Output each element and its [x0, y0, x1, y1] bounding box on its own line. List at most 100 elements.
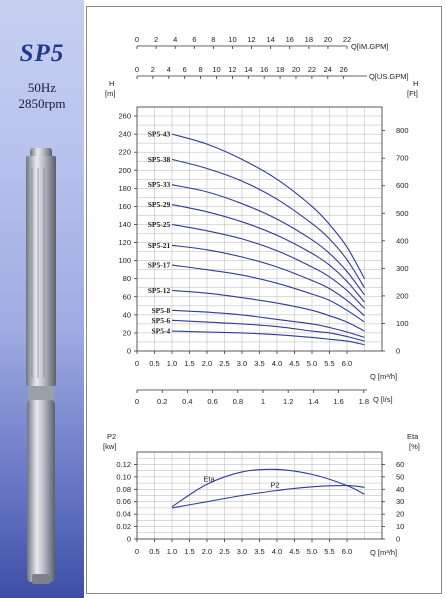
eta-unit: [%] [409, 442, 420, 451]
flow-tick-label: 0 [135, 359, 139, 368]
flow-ls-tick-label: 1.8 [359, 397, 369, 406]
curve-label: SP5-21 [148, 241, 171, 250]
head-ft-tick-label: 300 [396, 264, 409, 273]
head-ft-tick-label: 400 [396, 236, 409, 245]
head-ft-tick-label: 700 [396, 154, 409, 163]
power-flow-axis-label: Q [m³/h] [370, 548, 397, 557]
head-m-tick-label: 120 [118, 238, 131, 247]
head-curve-sp5-29 [171, 204, 365, 303]
speed-label: 2850rpm [18, 96, 66, 111]
flow-tick-label: 0.5 [149, 547, 159, 556]
curve-label: SP5-17 [148, 261, 171, 270]
head-curve-sp5-43 [171, 133, 365, 279]
head-ft-axis-label: H [Ft] [407, 79, 421, 98]
gpm-tick-label: 14 [266, 35, 274, 44]
pump-image [26, 148, 56, 584]
frequency-label: 50Hz [27, 80, 57, 95]
eta-tick-label: 40 [396, 485, 404, 494]
power-grid [137, 452, 382, 539]
gpm-tick-label: 8 [211, 35, 215, 44]
head-m-tick-label: 20 [123, 328, 131, 337]
head-ft-tick-label: 100 [396, 319, 409, 328]
head-ft-tick-label: 200 [396, 291, 409, 300]
gpm-tick-label: 10 [212, 65, 220, 74]
eta-letter: Eta [407, 432, 419, 441]
head-m-tick-label: 40 [123, 310, 131, 319]
gpm-tick-label: 22 [308, 65, 316, 74]
eta-tick-label: 50 [396, 472, 404, 481]
series-label: Eta [203, 474, 215, 483]
head-curve-sp5-21 [171, 244, 365, 317]
head-curves: SP5-43 SP5-38 SP5-33 SP5-29 SP5-25 SP5-21 SP5-… [148, 130, 365, 346]
imgpm-axis: 0 2 4 6 8 10 12 14 16 18 20 22 [135, 35, 351, 49]
flow-ls-tick-label: 0 [135, 397, 139, 406]
curve-label: SP5-38 [148, 155, 171, 164]
power-flow-ticks: 0 0.5 1.0 1.5 2.0 2.5 3.0 3.5 4.0 4.5 5.0 5.5 6.0 [135, 539, 352, 556]
flow-ls-tick-label: 1.2 [283, 397, 293, 406]
head-ft-tick-label: 600 [396, 181, 409, 190]
flow-ls-tick-label: 0.6 [207, 397, 217, 406]
flow-tick-label: 1.5 [184, 547, 194, 556]
flow-tick-label: 5.5 [324, 359, 334, 368]
flow-tick-label: 4.5 [289, 359, 299, 368]
head-m-tick-label: 100 [118, 256, 131, 265]
head-curve-sp5-12 [171, 289, 365, 332]
eta-tick-label: 30 [396, 497, 404, 506]
gpm-tick-label: 0 [135, 35, 139, 44]
gpm-tick-label: 12 [228, 65, 236, 74]
flow-tick-label: 1.0 [167, 547, 177, 556]
p2-letter: P2 [107, 432, 116, 441]
flow-tick-label: 4.5 [289, 547, 299, 556]
head-curve-sp5-4 [171, 330, 365, 346]
flow-tick-label: 3.0 [237, 359, 247, 368]
flow-tick-label: 2.0 [202, 547, 212, 556]
head-ft-tick-label: 800 [396, 126, 409, 135]
curve-label: SP5-25 [148, 220, 171, 229]
curve-label: SP5-6 [152, 316, 171, 325]
p2-axis-label: P2 [kw] [103, 432, 118, 451]
flow-ls-tick-label: 0.8 [233, 397, 243, 406]
flow-tick-label: 0.5 [149, 359, 159, 368]
head-m-ticks: 0 20 40 60 80 100 120 140 160 180 200 220 240 260 [118, 112, 137, 356]
flow-tick-label: 5.0 [307, 359, 317, 368]
gpm-tick-label: 2 [154, 35, 158, 44]
flow-ls-tick-label: 0.2 [157, 397, 167, 406]
flow-tick-label: 3.5 [254, 359, 264, 368]
flow-tick-label: 6.0 [342, 359, 352, 368]
head-m-unit: [m] [105, 89, 115, 98]
head-ft-tick-label: 500 [396, 209, 409, 218]
gpm-tick-label: 6 [192, 35, 196, 44]
flow-ls-tick-label: 1.6 [333, 397, 343, 406]
curve-label: SP5-43 [148, 130, 171, 139]
chart-panel: 0 2 4 6 8 10 12 14 16 18 20 22 Q[IM.GPM] 0 2 4 6 8 10 12 1… [86, 6, 442, 594]
head-m-axis-label: H [m] [105, 79, 117, 98]
flow-tick-label: 4.0 [272, 547, 282, 556]
flow-tick-label: 5.0 [307, 547, 317, 556]
head-curve-sp5-33 [171, 184, 365, 296]
flow-tick-label: 6.0 [342, 547, 352, 556]
gpm-tick-label: 24 [324, 65, 332, 74]
flow-tick-label: 0 [135, 547, 139, 556]
head-ft-tick-label: 0 [396, 347, 400, 356]
usgpm-axis-label: Q[US.GPM] [369, 72, 409, 81]
head-m-tick-label: 240 [118, 130, 131, 139]
head-ft-letter: H [413, 79, 418, 88]
head-ft-unit: [Ft] [407, 89, 418, 98]
head-ft-ticks: 0 100 200 300 400 500 600 700 800 [382, 126, 409, 356]
flow-tick-label: 2.0 [202, 359, 212, 368]
model-title: SP5 [19, 40, 65, 67]
gpm-tick-label: 8 [199, 65, 203, 74]
eta-tick-label: 20 [396, 510, 404, 519]
curve-p2 [171, 485, 365, 509]
flow-tick-label: 4.0 [272, 359, 282, 368]
eta-tick-label: 0 [396, 535, 400, 544]
flow-tick-label: 2.5 [219, 547, 229, 556]
head-m-tick-label: 140 [118, 220, 131, 229]
head-m-tick-label: 0 [127, 347, 131, 356]
flow-ls-tick-label: 0.4 [182, 397, 192, 406]
head-curve-sp5-17 [171, 264, 365, 323]
gpm-tick-label: 12 [247, 35, 255, 44]
curve-label: SP5-33 [148, 180, 171, 189]
head-grid [137, 107, 382, 351]
flow-ls-axis: 0 0.2 0.4 0.6 0.8 1 1.2 1.4 1.6 1.8 [135, 390, 369, 406]
